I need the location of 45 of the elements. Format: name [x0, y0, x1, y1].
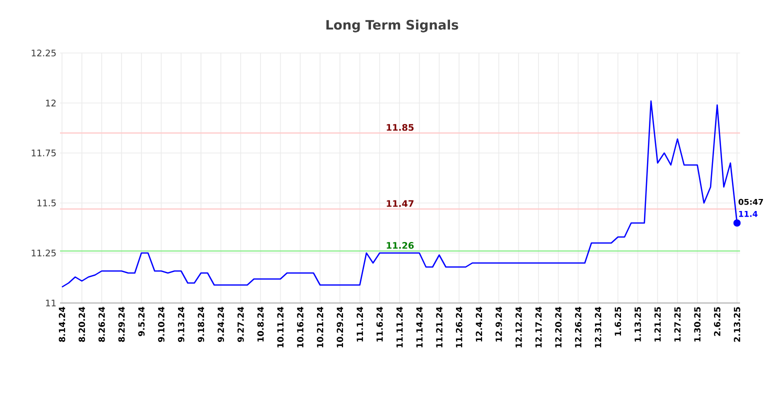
x-tick-label: 9.5.24	[138, 306, 145, 336]
x-tick-label: 2.13.25	[734, 307, 740, 342]
x-tick-label: 1.27.25	[674, 307, 681, 342]
x-tick-label: 8.20.24	[78, 306, 86, 342]
x-tick-label: 12.31.24	[594, 306, 602, 348]
x-tick-label: 11.11.24	[396, 306, 403, 348]
x-tick-label: 9.13.24	[178, 306, 184, 342]
x-tick-label: 12.20.24	[555, 306, 562, 348]
y-tick-label: 12	[46, 100, 56, 106]
ref-line-label: 11.47	[386, 200, 414, 207]
x-tick-label: 10.16.24	[297, 306, 304, 348]
x-tick-label: 1.21.25	[654, 307, 661, 342]
x-tick-label: 2.6.25	[714, 307, 720, 336]
x-tick-label: 9.10.24	[158, 306, 164, 342]
x-tick-label: 12.12.24	[515, 306, 522, 348]
x-tick-label: 1.6.25	[614, 307, 622, 336]
x-tick-label: 10.21.24	[316, 306, 324, 348]
x-tick-label: 11.6.24	[376, 306, 383, 342]
x-tick-label: 10.29.24	[336, 306, 344, 348]
x-tick-label: 1.13.25	[634, 307, 641, 342]
ref-line-label: 11.85	[386, 124, 414, 131]
x-tick-label: 10.11.24	[277, 306, 284, 348]
ref-line-label: 11.26	[386, 242, 414, 249]
y-tick-label: 12.25	[32, 50, 56, 56]
x-tick-label: 9.24.24	[218, 306, 224, 342]
x-tick-label: 11.14.24	[416, 306, 423, 348]
x-tick-label: 12.9.24	[496, 306, 502, 342]
y-tick-label: 11	[46, 300, 56, 306]
x-tick-label: 10.8.24	[257, 306, 264, 342]
y-tick-label: 11.5	[38, 200, 56, 206]
x-tick-label: 8.14.24	[58, 306, 66, 342]
x-tick-label: 9.27.24	[237, 306, 244, 342]
y-tick-label: 11.25	[32, 250, 56, 256]
x-tick-label: 8.26.24	[98, 306, 105, 342]
x-tick-label: 11.26.24	[456, 306, 462, 348]
x-tick-label: 12.4.24	[476, 306, 482, 342]
x-tick-label: 1.30.25	[694, 307, 701, 342]
x-tick-label: 11.21.24	[436, 306, 442, 348]
x-tick-label: 12.17.24	[535, 306, 542, 348]
x-tick-label: 9.18.24	[198, 306, 204, 342]
x-tick-label: 11.1.24	[356, 306, 363, 342]
y-tick-label: 11.75	[32, 150, 56, 156]
x-tick-label: 8.29.24	[118, 306, 125, 342]
chart-title: Long Term Signals	[326, 20, 458, 32]
x-tick-label: 12.26.24	[575, 306, 582, 348]
